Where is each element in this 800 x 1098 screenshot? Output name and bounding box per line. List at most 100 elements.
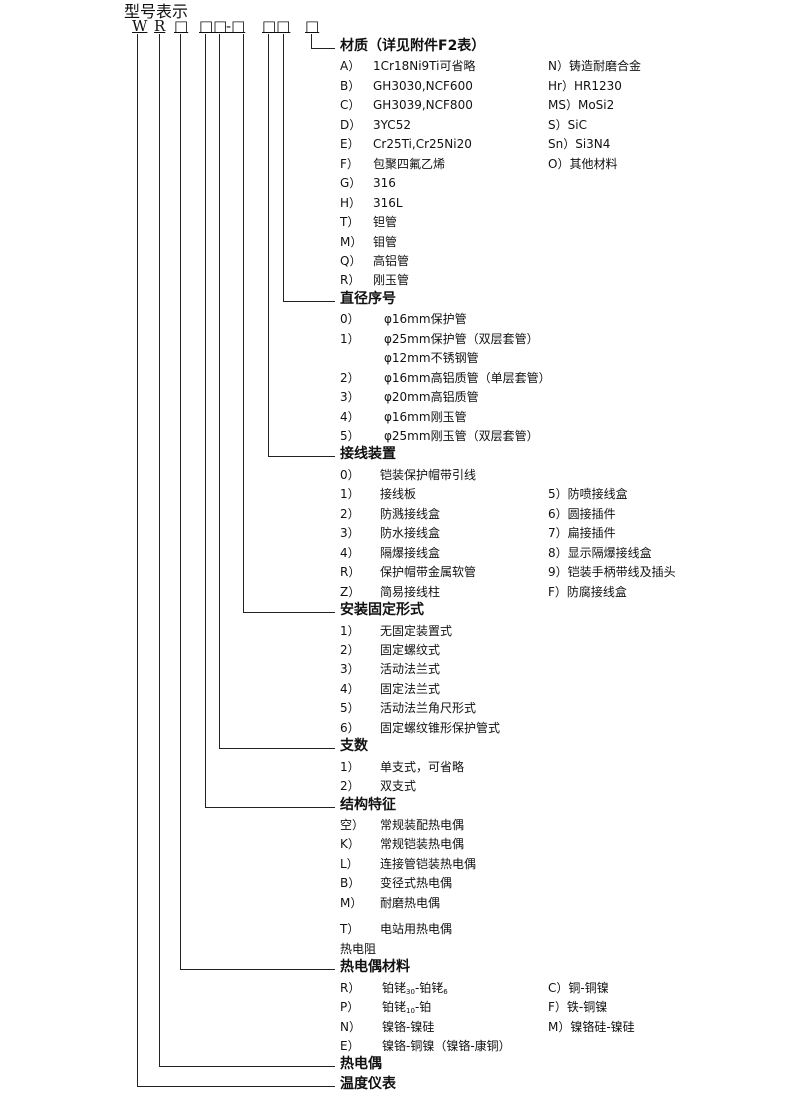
leader-vertical-line bbox=[283, 34, 284, 301]
leader-horizontal-line bbox=[159, 1066, 335, 1068]
section-heading: 结构特征 bbox=[340, 796, 396, 813]
item-text: 铠装保护帽带引线 bbox=[380, 467, 477, 482]
item-label: F） bbox=[340, 156, 359, 171]
item-label: 1） bbox=[340, 623, 360, 638]
item-text: GH3039,NCF800 bbox=[373, 98, 473, 113]
section-heading: 直径序号 bbox=[340, 290, 396, 307]
leader-vertical-line bbox=[180, 34, 181, 970]
item-text: 刚玉管 bbox=[373, 273, 410, 288]
item-label: 0） bbox=[340, 312, 360, 327]
item-label: 1） bbox=[340, 487, 360, 502]
leader-vertical-line bbox=[137, 34, 138, 1086]
item-label: R） bbox=[340, 980, 361, 995]
item-text: φ16mm保护管 bbox=[384, 312, 467, 327]
item-text: 活动法兰角尺形式 bbox=[380, 701, 477, 716]
item-label: T） bbox=[340, 922, 360, 937]
item-text: 1Cr18Ni9Ti可省略 bbox=[373, 59, 476, 74]
item-text: 316 bbox=[373, 176, 396, 191]
item-right: MS）MoSi2 bbox=[548, 98, 615, 113]
item-right: 7）扁接插件 bbox=[548, 526, 616, 541]
item-label: 2） bbox=[340, 642, 360, 657]
text-segment: 铂铑 bbox=[382, 1000, 407, 1015]
item-text: 铂铑10-铂 bbox=[382, 998, 431, 1016]
text-segment: 铂铑 bbox=[382, 980, 407, 995]
item-text: 钼管 bbox=[373, 234, 398, 249]
code-segment: □□ bbox=[199, 17, 228, 35]
item-text: 防溅接线盒 bbox=[380, 506, 441, 521]
code-segment: W bbox=[132, 17, 148, 35]
leader-vertical-line bbox=[205, 34, 206, 807]
item-text: 常规铠装热电偶 bbox=[380, 837, 465, 852]
code-segment: R bbox=[154, 17, 166, 35]
leader-vertical-line bbox=[243, 34, 244, 613]
item-label: 6） bbox=[340, 720, 360, 735]
item-text: Cr25Ti,Cr25Ni20 bbox=[373, 137, 472, 152]
leader-horizontal-line bbox=[311, 48, 335, 49]
item-label: 热电阻 bbox=[340, 941, 377, 956]
leader-vertical-line bbox=[268, 34, 269, 457]
item-text: 电站用热电偶 bbox=[380, 922, 453, 937]
section-heading: 温度仪表 bbox=[340, 1075, 396, 1092]
item-label: 0） bbox=[340, 467, 360, 482]
item-label: Z） bbox=[340, 584, 361, 599]
item-right: F）铁-铜镍 bbox=[548, 1000, 608, 1015]
text-segment: 30 bbox=[406, 987, 415, 996]
item-text: 固定法兰式 bbox=[380, 681, 441, 696]
item-label: R） bbox=[340, 273, 361, 288]
item-right: 6）圆接插件 bbox=[548, 506, 616, 521]
item-right: M）镍铬硅-镍硅 bbox=[548, 1019, 635, 1034]
item-label: 2） bbox=[340, 779, 360, 794]
item-text: 固定螺纹式 bbox=[380, 642, 441, 657]
item-label: L） bbox=[340, 856, 359, 871]
item-right: 9）铠装手柄带线及插头 bbox=[548, 565, 676, 580]
item-right: S）SiC bbox=[548, 117, 587, 132]
section-heading: 安装固定形式 bbox=[340, 602, 424, 619]
text-segment: -铂铑 bbox=[414, 980, 444, 995]
item-text: 镍铬-镍硅 bbox=[382, 1019, 435, 1034]
item-text: φ25mm保护管（双层套管） bbox=[384, 331, 539, 346]
leader-horizontal-line bbox=[205, 806, 335, 808]
section-heading: 材质（详见附件F2表） bbox=[340, 38, 486, 54]
item-label: 空） bbox=[340, 818, 365, 832]
item-text: 活动法兰式 bbox=[380, 662, 441, 677]
item-text: φ20mm高铝质管 bbox=[384, 390, 479, 405]
item-label: 1） bbox=[340, 331, 360, 346]
item-label: D） bbox=[340, 117, 362, 132]
item-label: M） bbox=[340, 234, 363, 249]
leader-vertical-line bbox=[159, 34, 160, 1067]
item-label: M） bbox=[340, 895, 363, 910]
item-label: 3） bbox=[340, 662, 360, 677]
item-text: 防水接线盒 bbox=[380, 526, 441, 541]
text-segment: -铂 bbox=[414, 1000, 432, 1015]
code-segment: -□ bbox=[226, 17, 246, 35]
leader-horizontal-line bbox=[137, 1085, 335, 1087]
item-text: 3YC52 bbox=[373, 117, 411, 132]
item-label: C） bbox=[340, 98, 361, 113]
item-text: 316L bbox=[373, 195, 403, 210]
item-right: Sn）Si3N4 bbox=[548, 137, 611, 152]
title: 型号表示 bbox=[124, 2, 189, 21]
section-heading: 热电偶 bbox=[340, 1056, 382, 1073]
item-right: F）防腐接线盒 bbox=[548, 584, 627, 599]
leader-horizontal-line bbox=[283, 300, 335, 302]
item-label: B） bbox=[340, 876, 361, 891]
item-right: 8）显示隔爆接线盒 bbox=[548, 545, 652, 560]
item-label: E） bbox=[340, 1038, 360, 1053]
item-label: 1） bbox=[340, 759, 360, 774]
item-label: Q） bbox=[340, 253, 362, 268]
text-segment: 10 bbox=[406, 1007, 415, 1016]
leader-horizontal-line bbox=[219, 748, 335, 750]
item-text: 耐磨热电偶 bbox=[380, 895, 441, 910]
item-label: A） bbox=[340, 59, 361, 74]
section-heading: 热电偶材料 bbox=[340, 959, 410, 976]
leader-vertical-line bbox=[219, 34, 220, 749]
item-label: R） bbox=[340, 565, 361, 580]
item-text: 接线板 bbox=[380, 487, 417, 502]
item-label: G） bbox=[340, 176, 362, 191]
item-text: φ16mm刚玉管 bbox=[384, 409, 467, 424]
item-text: φ16mm高铝质管（单层套管） bbox=[384, 370, 551, 385]
code-segment: □□ bbox=[262, 17, 291, 35]
item-text: GH3030,NCF600 bbox=[373, 78, 473, 93]
leader-horizontal-line bbox=[243, 612, 335, 614]
item-text: 包聚四氟乙烯 bbox=[373, 156, 446, 171]
